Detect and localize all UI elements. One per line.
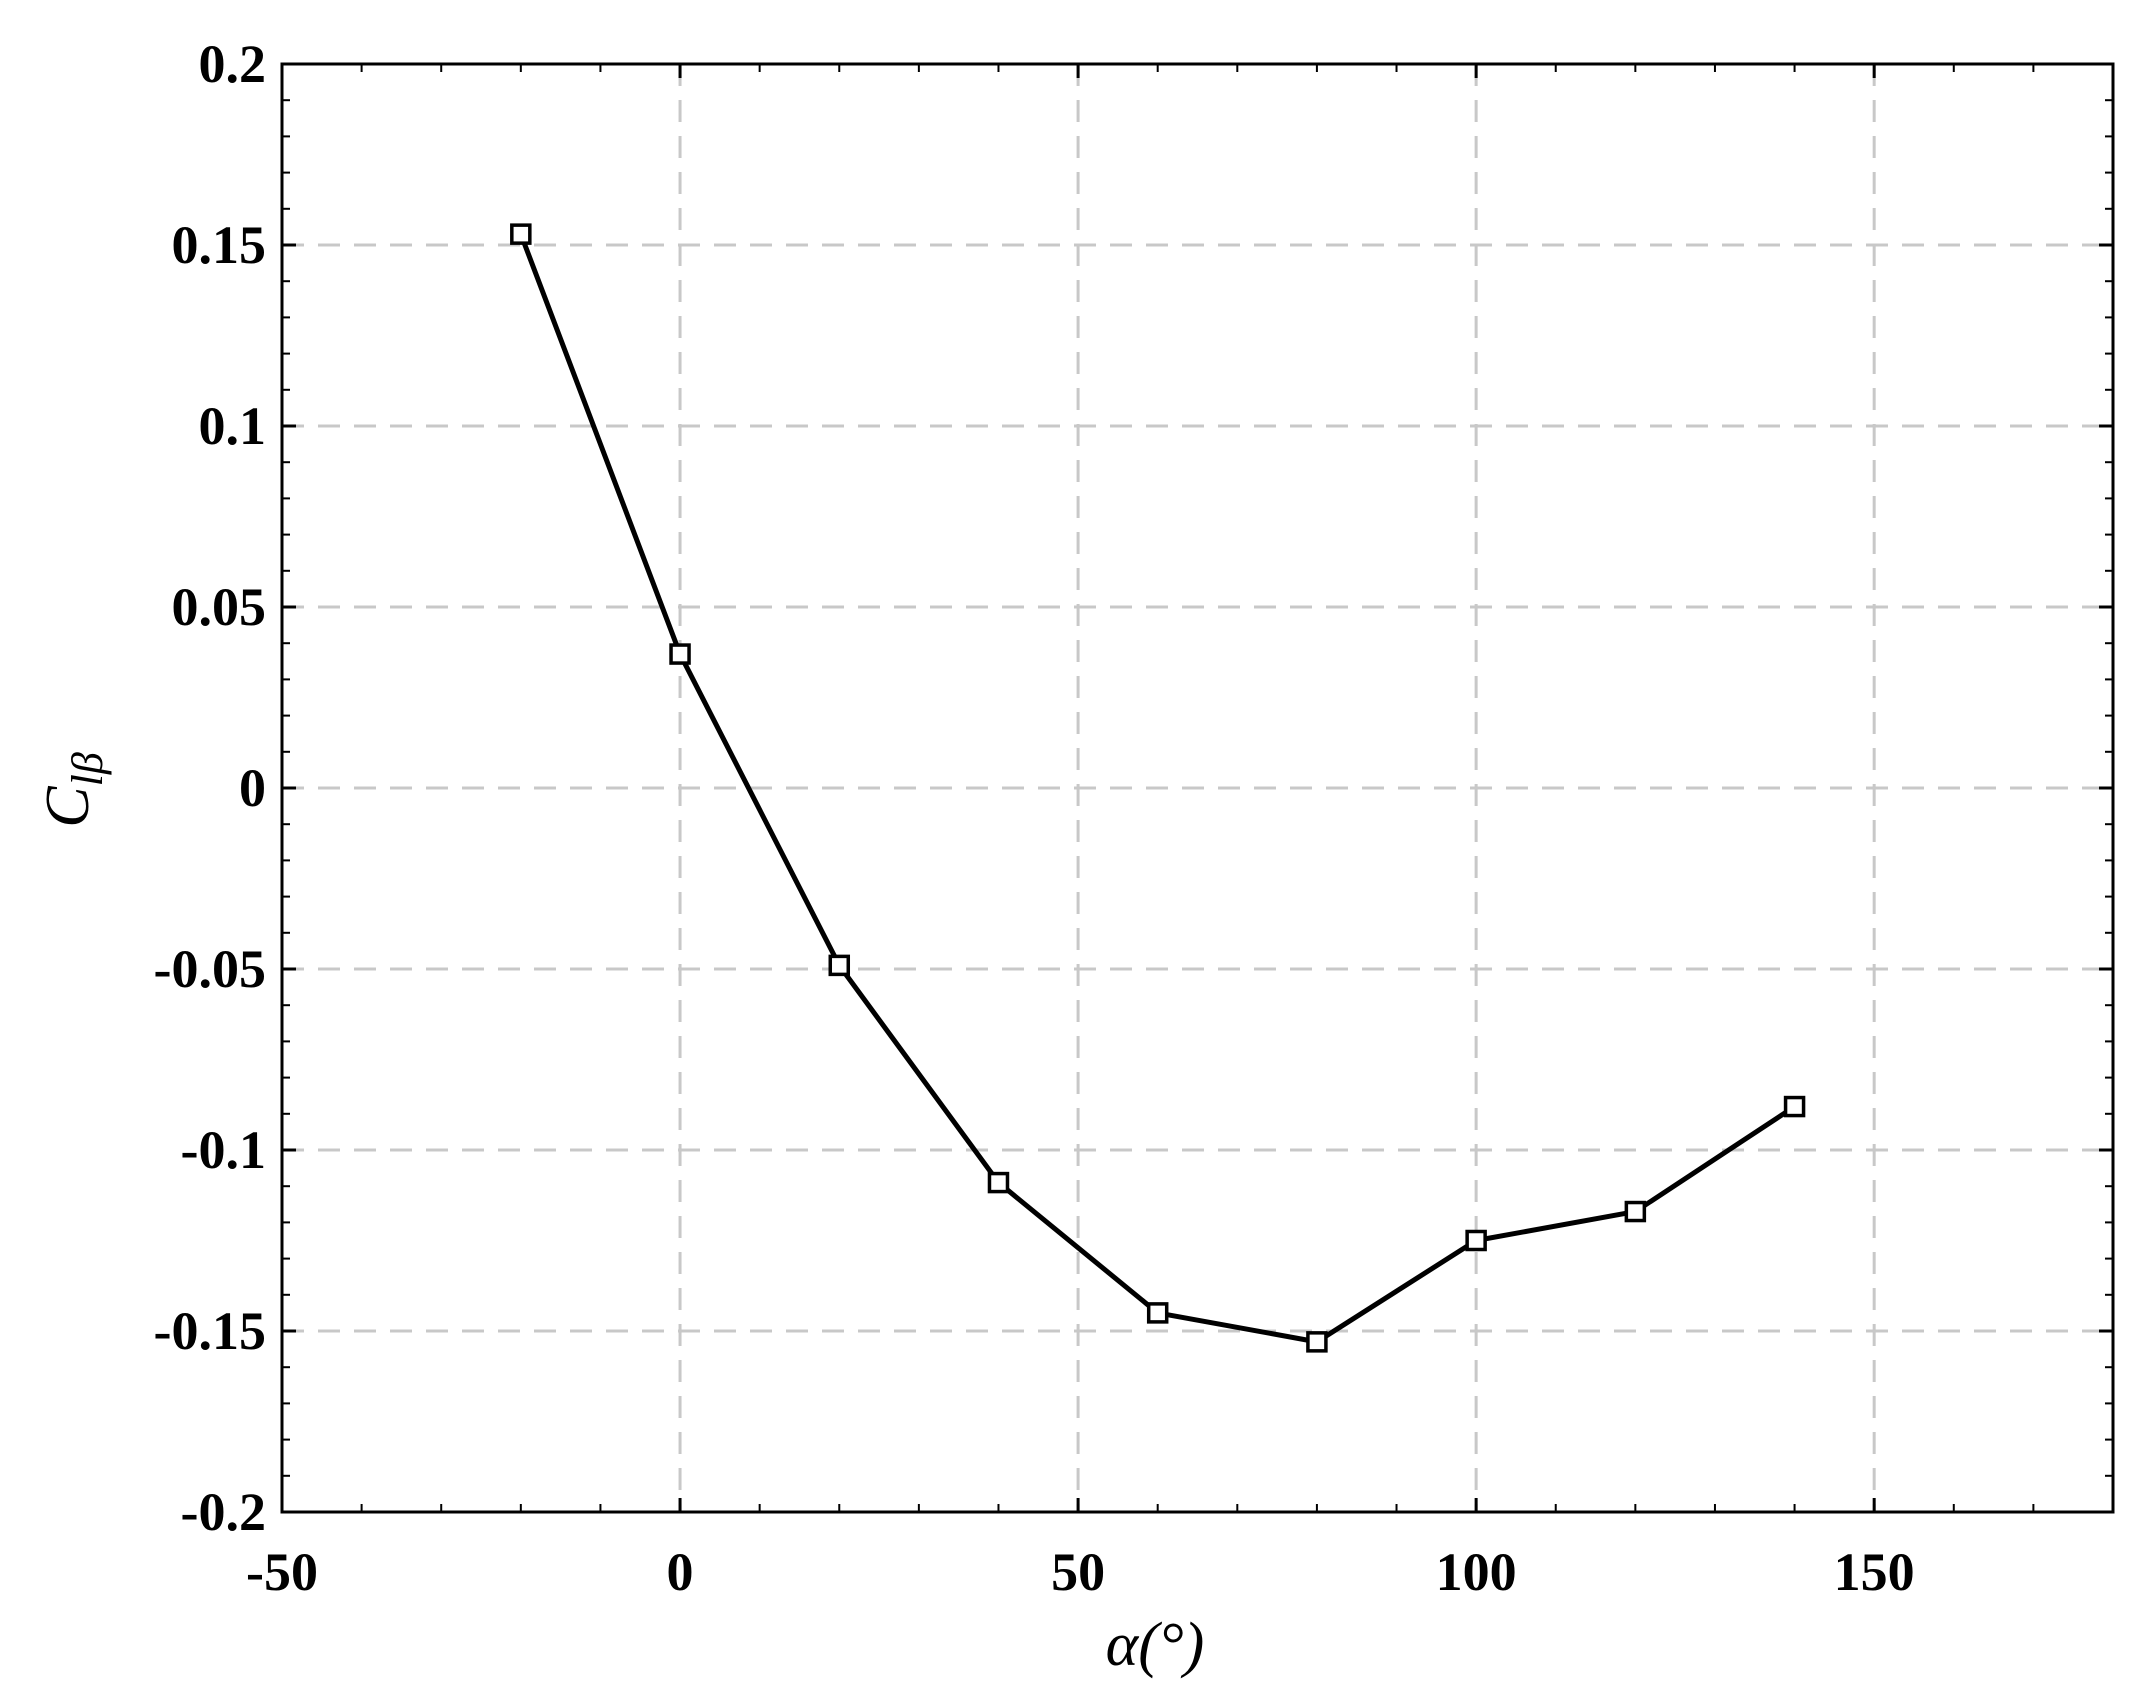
grid (282, 64, 2113, 1512)
y-axis-label: Clβ (34, 752, 112, 828)
x-tick-label: 50 (1051, 1542, 1105, 1602)
data-point-marker (987, 1171, 1010, 1194)
y-tick-label: -0.05 (154, 939, 266, 999)
data-point-marker (1783, 1095, 1806, 1118)
data-point-marker (510, 223, 532, 245)
x-axis-label: α(°) (1106, 1611, 1205, 1679)
tick-labels: -50 0 50 100 150 -0.2 -0.15 -0.1 -0.05 0 0.05 0.1 0.… (154, 34, 1915, 1602)
y-tick-label: 0 (239, 758, 266, 818)
data-point-marker (669, 643, 691, 665)
y-tick-label: 0.05 (172, 577, 267, 637)
series-layer (510, 223, 1806, 1353)
x-tick-label: 150 (1834, 1542, 1915, 1602)
data-point-marker (1465, 1229, 1487, 1252)
svg-text:Clβ: Clβ (34, 752, 112, 828)
data-point-marker (828, 954, 851, 977)
x-tick-label: 100 (1436, 1542, 1517, 1602)
y-tick-label: 0.15 (172, 215, 267, 275)
x-tick-label: 0 (667, 1542, 694, 1602)
data-point-marker (1624, 1200, 1647, 1223)
plot-frame (280, 62, 2115, 1514)
y-axis-label-sub: lβ (63, 752, 112, 786)
y-tick-label: -0.15 (154, 1301, 266, 1361)
y-tick-label: 0.1 (199, 396, 267, 456)
y-tick-label: -0.2 (181, 1482, 266, 1542)
data-point-marker (1306, 1331, 1328, 1353)
data-point-marker (1146, 1302, 1169, 1324)
y-tick-label: -0.1 (181, 1120, 266, 1180)
x-tick-label: -50 (246, 1542, 318, 1602)
y-axis-label-main: C (34, 786, 102, 828)
y-tick-label: 0.2 (199, 34, 267, 94)
